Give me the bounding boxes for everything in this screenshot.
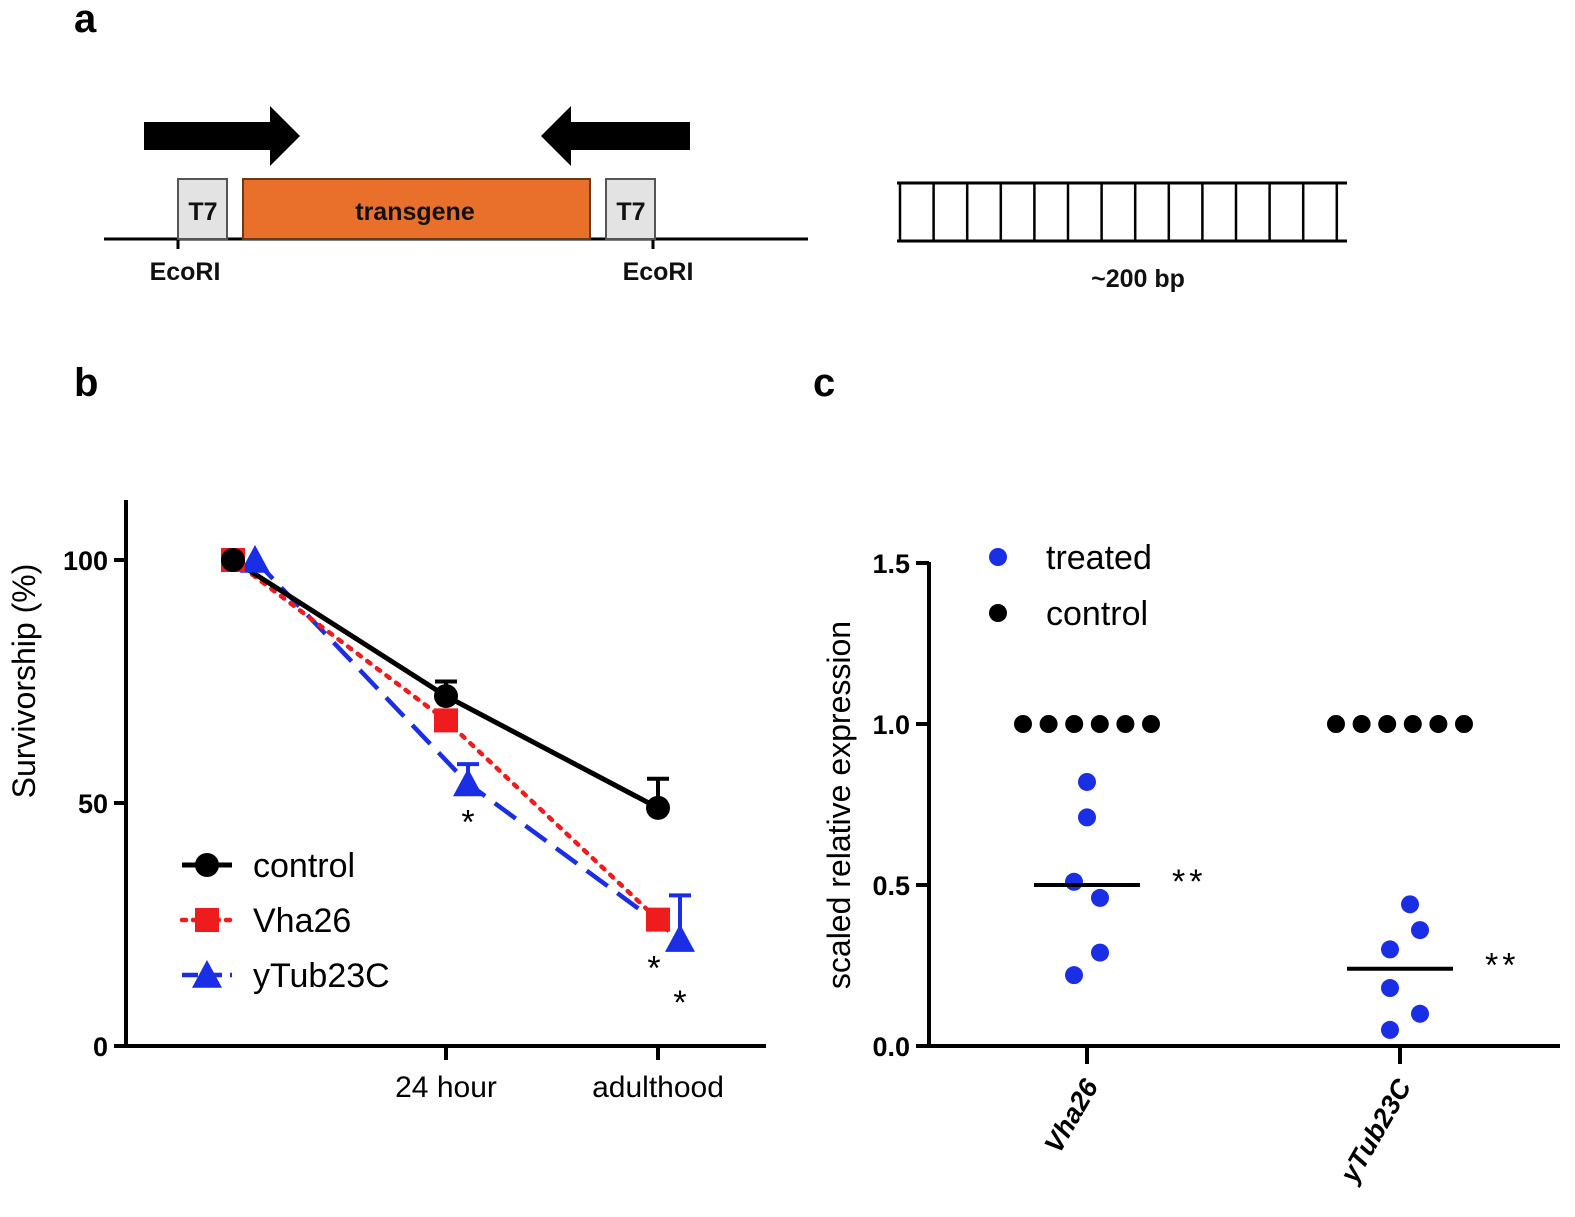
c-point-control <box>1403 715 1422 733</box>
b-marker-vha26 <box>646 907 670 932</box>
ecori-left-label: EcoRI <box>150 258 221 286</box>
t7-left-box <box>177 178 228 240</box>
c-y-tick-label: 0.0 <box>872 1032 910 1062</box>
c-point-treated <box>1078 772 1096 791</box>
transgene-box <box>242 178 591 240</box>
b-marker-ytub23c <box>240 545 270 573</box>
c-point-treated <box>1065 872 1083 891</box>
c-point-control <box>1455 715 1473 733</box>
b-legend-marker-control <box>195 853 219 877</box>
reverse-primer-arrow <box>541 106 690 166</box>
b-significance-star: * <box>461 804 474 842</box>
c-point-control <box>1116 715 1135 733</box>
b-y-tick-label: 50 <box>78 789 108 819</box>
c-point-control <box>1352 715 1371 733</box>
c-point-treated <box>1065 966 1083 985</box>
b-y-tick-label: 100 <box>63 546 108 576</box>
t7-left-label: T7 <box>188 198 217 226</box>
b-x-tick-label: adulthood <box>592 1071 724 1104</box>
panel-b: b 0 50 100 24 hour adulthood Survivorship (… <box>6 361 766 1104</box>
c-point-control <box>1065 715 1084 733</box>
forward-primer-arrow <box>144 106 300 166</box>
b-legend-label-vha26: Vha26 <box>253 902 351 940</box>
c-significance: ** ** <box>1172 863 1519 985</box>
c-point-treated <box>1078 808 1096 827</box>
b-marker-ytub23c <box>453 768 483 797</box>
c-y-tick-label: 0.5 <box>872 871 910 901</box>
t7-right-box <box>605 178 656 240</box>
c-point-control <box>1090 715 1109 733</box>
c-point-control <box>1327 715 1345 733</box>
b-x-tick-label: 24 hour <box>395 1071 497 1104</box>
c-x-tick-label: Vha26 <box>1038 1073 1104 1158</box>
c-point-control <box>1142 715 1160 733</box>
c-point-treated <box>1381 940 1399 959</box>
dsrna-ladder <box>897 181 1347 243</box>
c-point-treated <box>1411 921 1429 940</box>
b-x-ticks: 24 hour adulthood <box>395 1046 724 1104</box>
b-marker-control <box>221 548 245 572</box>
b-legend-label-ytub23c: yTub23C <box>253 957 390 995</box>
b-legend-label-control: control <box>253 847 355 885</box>
b-marker-vha26 <box>434 708 458 733</box>
c-point-control <box>1429 715 1448 733</box>
c-legend-marker-treated <box>989 548 1007 566</box>
b-legend-marker-vha26 <box>195 908 219 932</box>
b-y-tick-label: 0 <box>93 1032 108 1062</box>
c-y-axis-title: scaled relative expression <box>821 621 857 989</box>
panel-b-letter: b <box>74 361 98 405</box>
c-significance-star: ** <box>1172 863 1206 901</box>
b-y-ticks: 0 50 100 <box>63 546 126 1062</box>
transgene-label: transgene <box>355 198 475 226</box>
c-legend-label-treated: treated <box>1046 539 1152 577</box>
c-points <box>1014 715 1473 1039</box>
b-y-axis-title: Survivorship (%) <box>6 564 42 799</box>
c-significance-star: ** <box>1485 947 1519 985</box>
panel-a: a T7 transgene T7 EcoRI EcoRI ~200 bp <box>74 0 1347 293</box>
b-marker-ytub23c <box>665 924 695 952</box>
c-legend-label-control: control <box>1046 595 1148 633</box>
panel-c-letter: c <box>813 361 835 405</box>
c-y-tick-label: 1.5 <box>872 549 910 579</box>
t7-right-label: T7 <box>616 198 645 226</box>
c-point-treated <box>1411 1004 1429 1023</box>
c-point-control <box>1378 715 1397 733</box>
c-point-treated <box>1381 1020 1399 1039</box>
panel-c: c 0.0 0.5 1.0 1.5 Vha26 yTub23C scaled relat… <box>813 361 1560 1189</box>
c-point-treated <box>1381 979 1399 998</box>
c-point-treated <box>1091 943 1109 962</box>
c-point-control <box>1039 715 1058 733</box>
ecori-right-label: EcoRI <box>623 258 694 286</box>
b-significance: * * * <box>461 804 686 1023</box>
c-point-treated <box>1401 895 1419 914</box>
panel-a-letter: a <box>74 0 97 41</box>
c-medians <box>1034 883 1453 971</box>
c-legend: treated control <box>989 539 1152 633</box>
b-significance-star: * <box>673 984 686 1022</box>
dsrna-length-label: ~200 bp <box>1091 265 1185 293</box>
b-legend: control Vha26 yTub23C <box>179 847 390 995</box>
b-legend-marker-ytub23c <box>192 960 222 988</box>
c-y-ticks: 0.0 0.5 1.0 1.5 <box>872 549 929 1062</box>
c-x-tick-label: yTub23C <box>1333 1074 1417 1189</box>
b-marker-control <box>646 795 670 820</box>
b-markers <box>221 545 695 952</box>
b-marker-control <box>434 684 458 709</box>
c-x-ticks: Vha26 yTub23C <box>1038 1046 1417 1189</box>
c-point-treated <box>1091 888 1109 907</box>
b-significance-star: * <box>647 950 660 988</box>
c-legend-marker-control <box>989 604 1007 622</box>
c-point-control <box>1014 715 1032 733</box>
c-y-tick-label: 1.0 <box>872 710 910 740</box>
